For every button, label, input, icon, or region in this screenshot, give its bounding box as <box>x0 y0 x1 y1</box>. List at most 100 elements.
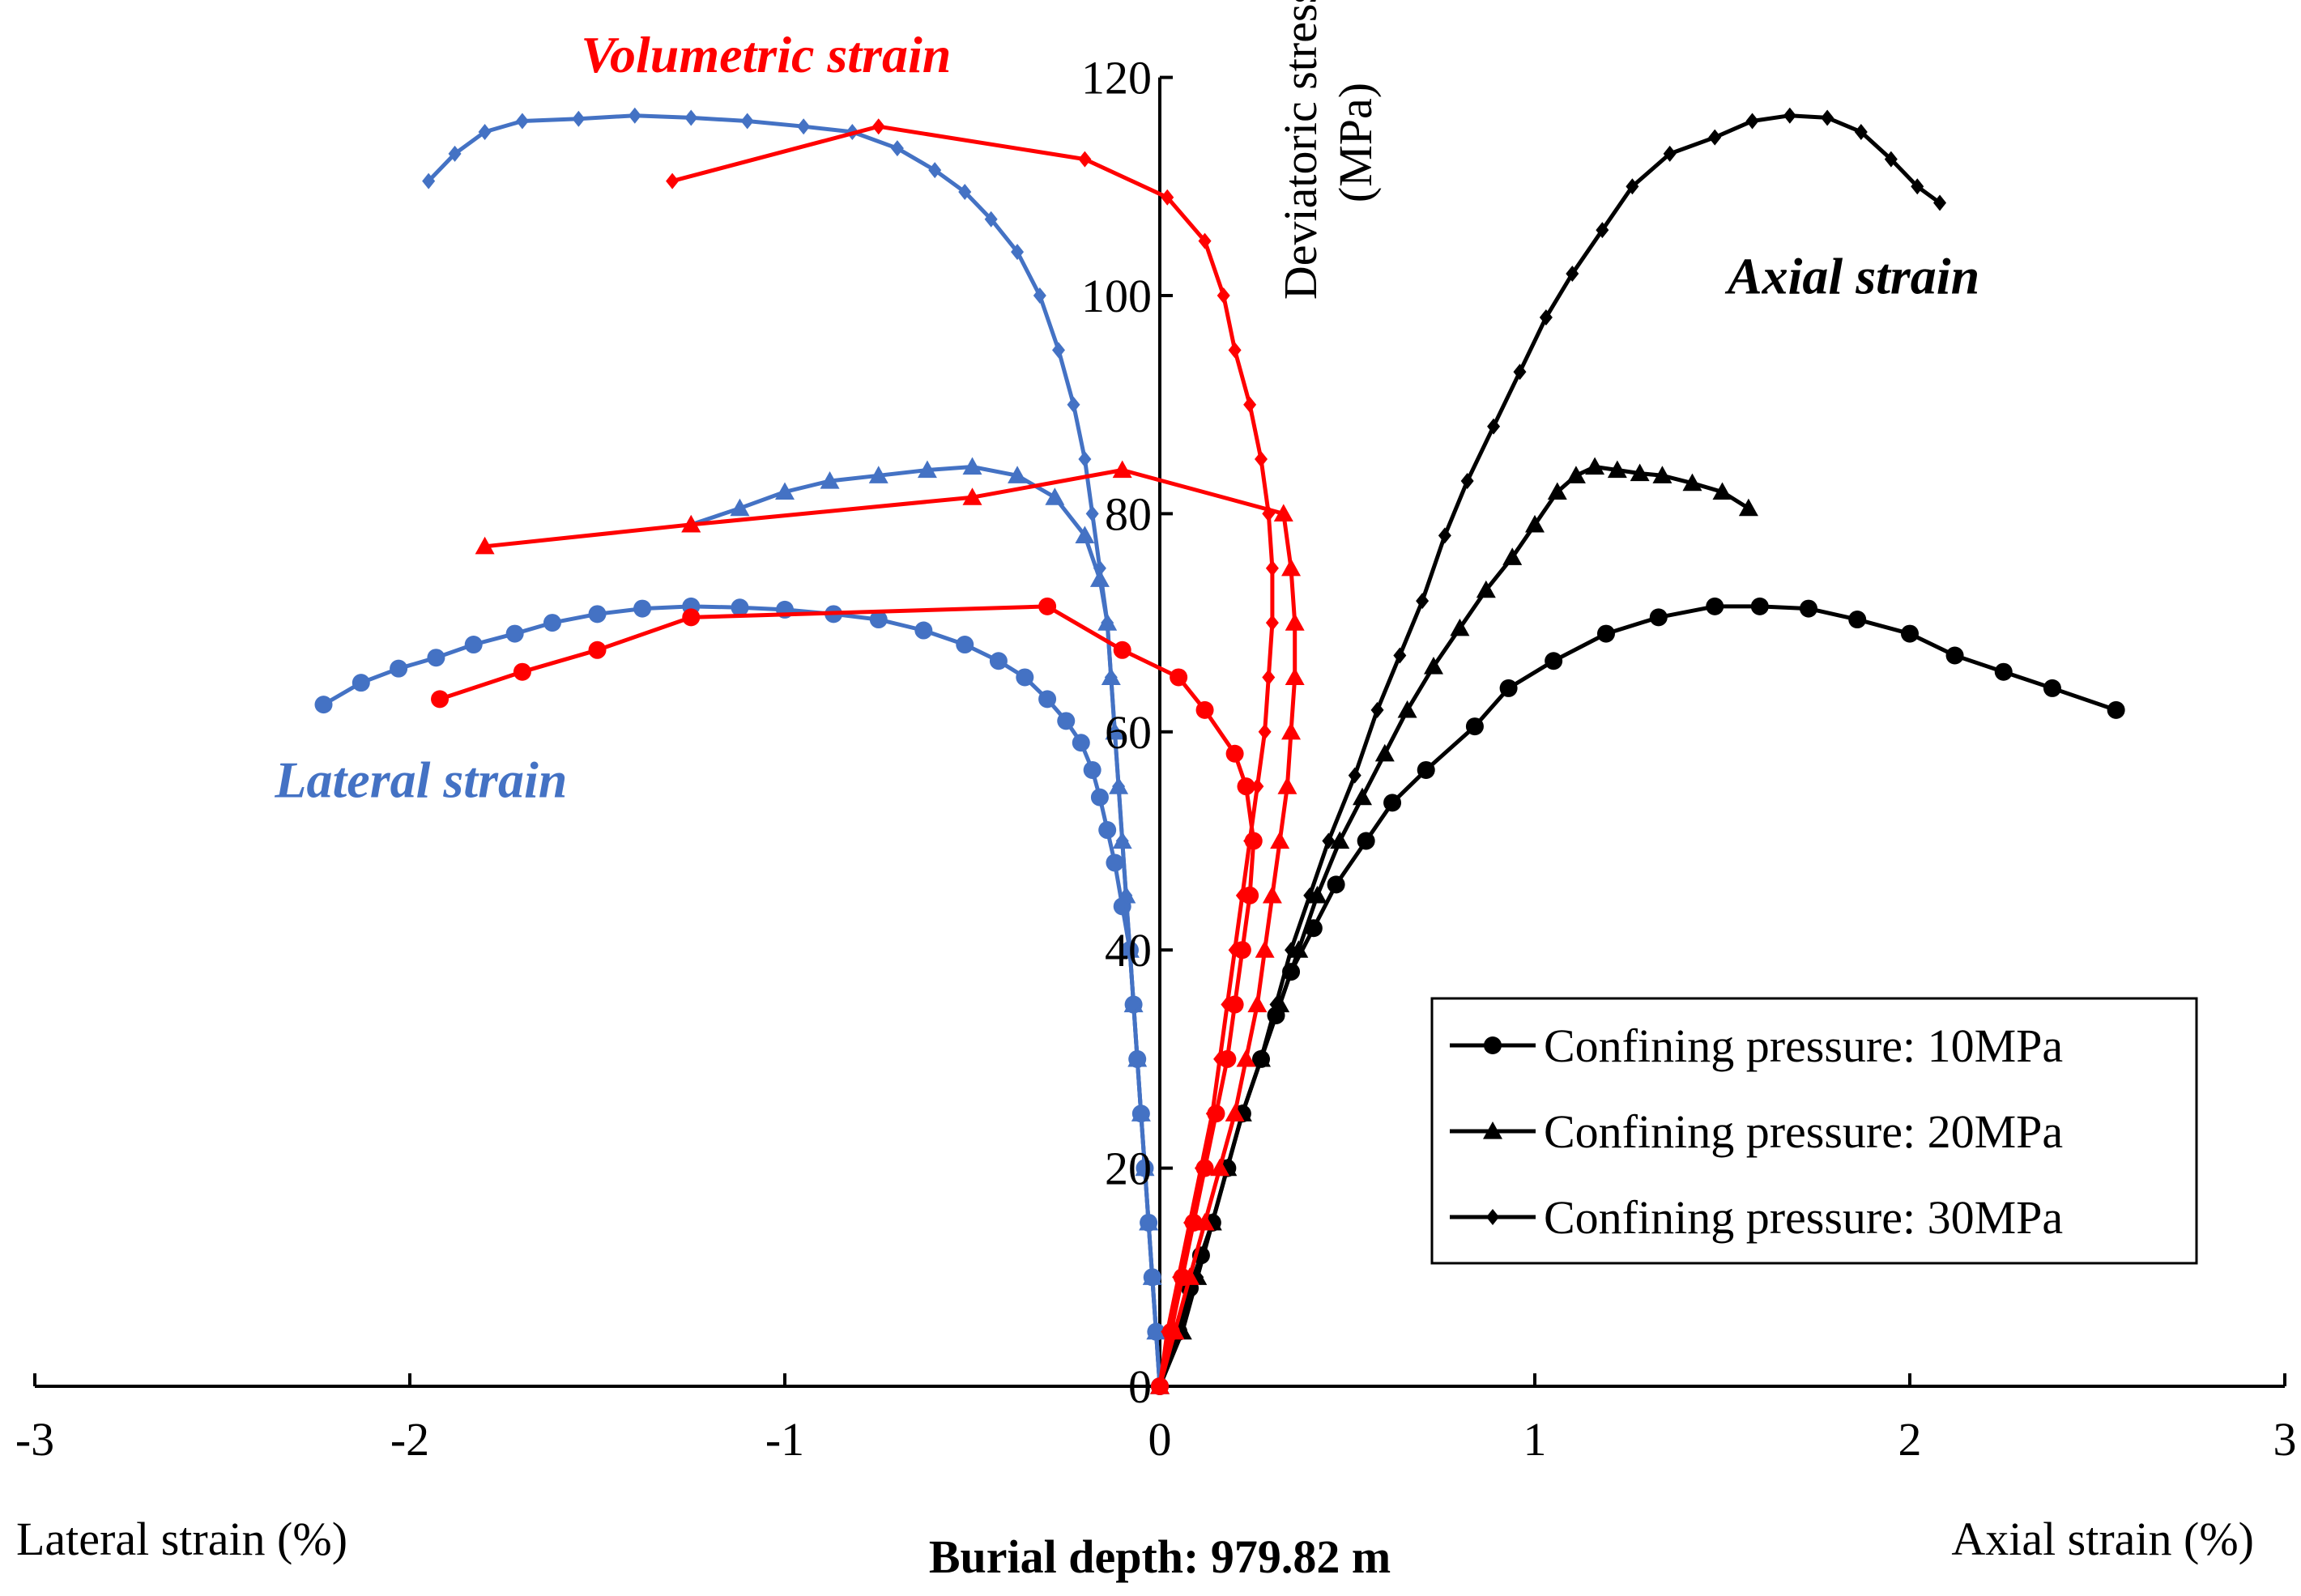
data-point <box>1217 287 1230 304</box>
data-point <box>1738 498 1758 517</box>
data-point <box>515 113 529 130</box>
data-point <box>1098 821 1117 840</box>
legend-marker <box>1486 1209 1499 1225</box>
data-point <box>820 470 840 489</box>
legend-marker <box>1484 1036 1502 1054</box>
data-point <box>731 598 749 617</box>
data-point <box>1078 451 1092 468</box>
data-point <box>1161 1323 1174 1340</box>
data-point <box>1113 641 1131 659</box>
data-point <box>1131 1050 1144 1067</box>
data-point <box>1708 129 1722 146</box>
data-point <box>1465 717 1484 736</box>
data-point <box>1353 787 1373 806</box>
data-point <box>1626 178 1639 195</box>
data-point <box>1682 473 1702 492</box>
burial-depth-caption: Burial depth: 979.82 m <box>929 1530 1391 1583</box>
series-layer <box>314 107 2125 1395</box>
data-point <box>1038 690 1057 709</box>
data-point <box>1262 885 1282 904</box>
data-point <box>1104 669 1118 686</box>
data-point <box>1423 656 1443 675</box>
data-point <box>1255 940 1275 958</box>
series-line <box>1157 113 1941 1387</box>
data-point <box>1596 624 1615 643</box>
data-point <box>1090 788 1109 807</box>
data-point <box>1750 597 1769 615</box>
data-point <box>352 674 370 692</box>
data-point <box>1112 460 1132 479</box>
data-point <box>1195 1212 1215 1231</box>
data-point <box>984 211 998 228</box>
data-point <box>1123 942 1136 959</box>
series-line <box>427 113 1162 1387</box>
data-point <box>1085 505 1099 522</box>
data-point <box>1945 646 1964 665</box>
x-tick-label: 0 <box>1148 1413 1172 1466</box>
data-point <box>1233 941 1251 960</box>
data-point <box>1172 1269 1186 1286</box>
series-line <box>671 124 1275 1387</box>
data-point <box>868 466 888 483</box>
data-point <box>1539 309 1553 326</box>
data-point <box>1225 1104 1245 1121</box>
data-point <box>1357 832 1375 850</box>
data-point <box>505 624 524 643</box>
data-point <box>1821 109 1834 126</box>
data-point <box>1161 189 1174 206</box>
x-tick-label: -2 <box>390 1413 429 1466</box>
legend-label: Confining pressure: 20MPa <box>1544 1105 2063 1158</box>
data-point <box>422 172 436 189</box>
data-point <box>427 649 445 667</box>
x-tick-label: -1 <box>765 1413 804 1466</box>
data-point <box>1149 1323 1163 1340</box>
data-point <box>1566 466 1586 483</box>
data-point <box>1008 466 1028 483</box>
data-point <box>682 608 701 627</box>
data-point <box>1170 668 1188 687</box>
data-point <box>1545 652 1563 670</box>
data-point <box>1247 994 1268 1013</box>
data-point <box>1566 266 1579 283</box>
y-axis-title: Deviatoric stress(MPa) <box>1274 0 1382 300</box>
y-tick-label: 20 <box>1105 1143 1152 1195</box>
data-point <box>1265 560 1279 577</box>
data-point <box>797 118 811 135</box>
data-point <box>1848 611 1867 629</box>
data-point <box>956 636 974 654</box>
data-point <box>1460 472 1474 489</box>
data-point <box>1783 107 1796 124</box>
data-point <box>914 621 933 640</box>
data-point <box>390 659 408 678</box>
y-tick-label: 120 <box>1081 52 1152 104</box>
data-point <box>1262 505 1276 522</box>
data-point <box>730 498 750 517</box>
data-point <box>1142 1214 1156 1231</box>
data-point <box>1499 679 1518 697</box>
data-point <box>628 107 641 124</box>
data-point <box>1438 527 1451 544</box>
data-point <box>1285 942 1298 959</box>
annotation-label: Lateral strain <box>274 751 567 809</box>
data-point <box>1262 669 1276 686</box>
data-point <box>1277 777 1298 794</box>
data-point <box>1011 244 1025 261</box>
data-point <box>1236 1049 1256 1067</box>
data-point <box>1270 831 1290 849</box>
data-point <box>1180 1267 1200 1285</box>
data-point <box>1525 514 1545 533</box>
data-point <box>1663 145 1677 162</box>
data-point <box>1265 615 1279 632</box>
data-point <box>1228 342 1242 359</box>
data-point <box>1134 1105 1148 1122</box>
data-point <box>1273 504 1293 521</box>
data-point <box>1108 723 1122 740</box>
data-point <box>475 536 495 555</box>
data-point <box>1502 547 1523 565</box>
data-point <box>1255 451 1268 468</box>
data-point <box>1225 744 1244 763</box>
x-tick-label: 3 <box>2273 1413 2297 1466</box>
data-point <box>1218 1049 1237 1068</box>
data-point <box>1652 466 1672 483</box>
